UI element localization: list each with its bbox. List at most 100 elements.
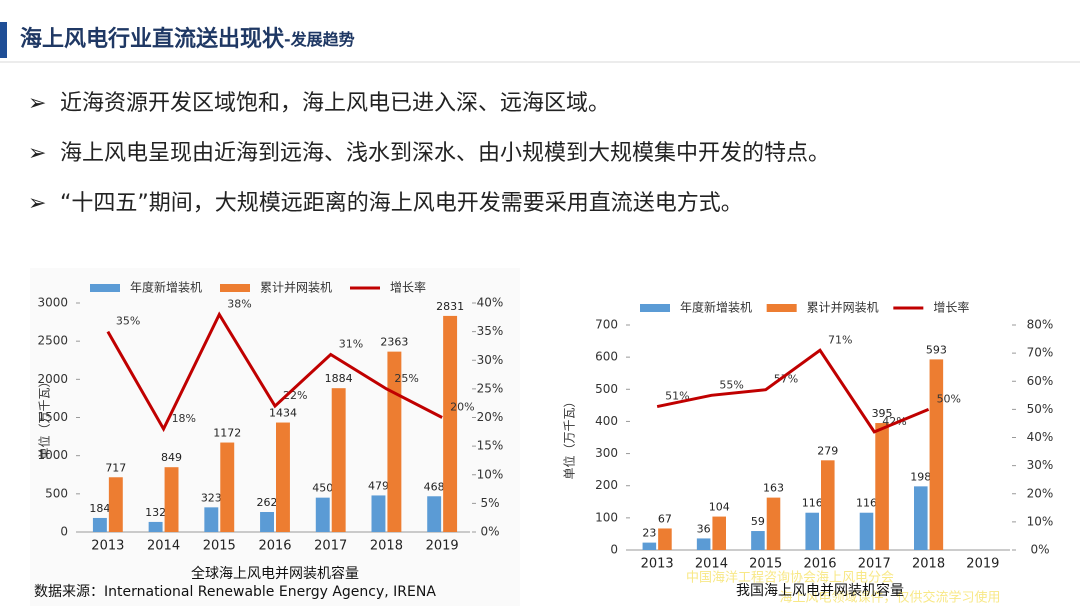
legend-label: 累计并网装机 (260, 281, 332, 295)
y-tick-label: 3000 (37, 296, 68, 310)
data-label: 323 (201, 491, 222, 504)
y2-tick-label: 5% (480, 496, 499, 510)
data-label: 36 (697, 522, 711, 535)
y-tick-label: 2000 (37, 372, 68, 386)
data-label: 20% (450, 401, 474, 414)
data-label: 18% (172, 412, 196, 425)
chart-caption: 我国海上风电并网装机容量 (736, 582, 904, 599)
legend-label: 年度新增装机 (130, 280, 202, 295)
bar (204, 507, 219, 532)
bullet: 近海资源开发区域饱和，海上风电已进入深、远海区域。 (60, 91, 610, 116)
x-tick-label: 2017 (314, 539, 347, 554)
y2-tick-label: 35% (477, 324, 504, 338)
bar (148, 521, 163, 532)
bar (276, 422, 290, 532)
bar (875, 423, 889, 550)
y2-tick-label: 80% (1027, 318, 1054, 332)
data-label: 31% (339, 338, 363, 351)
data-label: 198 (910, 470, 931, 483)
y-tick-label: 500 (595, 382, 618, 396)
x-tick-label: 2015 (749, 557, 782, 572)
bar (929, 359, 944, 550)
chart-caption: 全球海上风电并网装机容量 (191, 565, 359, 582)
watermark: 中国海洋工程咨询协会海上风电分会 (686, 571, 894, 586)
bar (696, 538, 711, 550)
data-label: 71% (828, 333, 852, 346)
data-label: 1434 (269, 407, 297, 420)
x-tick-label: 2014 (695, 557, 728, 572)
data-label: 479 (368, 479, 389, 492)
bar (914, 486, 928, 550)
y-tick-label: 200 (595, 478, 618, 492)
data-label: 262 (257, 496, 278, 509)
x-tick-label: 2016 (258, 539, 291, 554)
data-label: 23 (642, 527, 656, 540)
y2-tick-label: 0% (1030, 543, 1049, 557)
legend-swatch (220, 284, 250, 292)
bar (658, 528, 672, 550)
y-tick-label: 0 (610, 543, 618, 557)
data-label: 116 (856, 497, 877, 510)
bar (331, 388, 346, 532)
data-label: 51% (665, 390, 689, 403)
data-label: 279 (817, 444, 838, 457)
data-label: 184 (89, 502, 110, 515)
bar (315, 497, 330, 532)
data-label: 2831 (436, 300, 464, 313)
title-bar (0, 22, 7, 58)
y-tick-label: 1500 (37, 410, 68, 424)
legend-swatch (640, 304, 670, 312)
data-label: 395 (872, 407, 893, 420)
data-label: 593 (926, 343, 947, 356)
bullet-arrow: ➢ (28, 191, 46, 216)
legend-swatch (766, 304, 797, 312)
legend-label: 累计并网装机 (807, 301, 879, 315)
x-tick-label: 2019 (426, 539, 459, 554)
data-label: 717 (105, 461, 126, 474)
data-label: 55% (719, 378, 743, 391)
bar (642, 542, 657, 550)
data-label: 1884 (325, 372, 353, 385)
y-axis-label: 单位（万千瓦） (37, 375, 52, 459)
bar (92, 517, 107, 532)
bar (751, 531, 765, 550)
x-tick-label: 2013 (91, 539, 124, 554)
data-label: 450 (312, 482, 333, 495)
legend-swatch (90, 284, 120, 292)
bar (371, 495, 386, 532)
bar (108, 477, 123, 532)
data-label: 468 (424, 480, 445, 493)
y2-tick-label: 40% (477, 296, 504, 310)
legend-label: 年度新增装机 (680, 300, 752, 315)
y-tick-label: 500 (45, 486, 68, 500)
data-label: 849 (161, 451, 182, 464)
bar (387, 351, 402, 532)
bar (260, 512, 274, 532)
x-tick-label: 2013 (641, 557, 674, 572)
y2-tick-label: 20% (1027, 486, 1054, 500)
legend-label: 增长率 (390, 280, 426, 295)
x-tick-label: 2017 (858, 557, 891, 572)
y2-tick-label: 60% (1027, 374, 1054, 388)
x-tick-label: 2014 (147, 539, 180, 554)
y-tick-label: 1000 (37, 448, 68, 462)
x-tick-label: 2016 (803, 557, 836, 572)
x-tick-label: 2018 (912, 557, 945, 572)
bullet-arrow: ➢ (28, 91, 46, 116)
chart-source: 数据来源：International Renewable Energy Agen… (34, 584, 436, 600)
y2-tick-label: 70% (1027, 346, 1054, 360)
data-label: 116 (802, 497, 823, 510)
bar (859, 512, 874, 550)
bar (220, 442, 235, 532)
data-label: 50% (937, 392, 961, 405)
data-label: 1172 (213, 427, 241, 440)
slide-title: 海上风电行业直流送出现状-发展趋势 (20, 26, 355, 52)
y2-tick-label: 15% (477, 439, 504, 453)
y-tick-label: 0 (60, 525, 68, 539)
y2-tick-label: 40% (1027, 430, 1054, 444)
y2-tick-label: 0% (480, 525, 499, 539)
chart-panel (30, 268, 520, 606)
line (106, 311, 443, 433)
bar (427, 496, 442, 532)
